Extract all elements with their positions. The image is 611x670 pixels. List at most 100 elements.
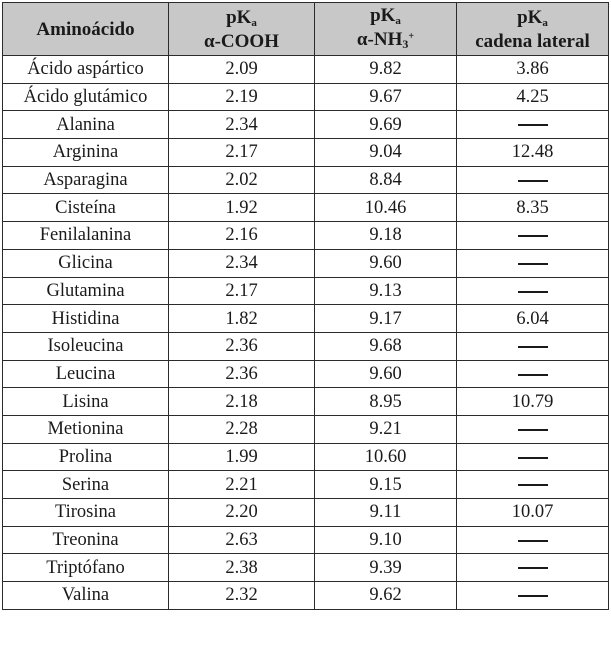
pka-side-chain-cell (456, 276, 609, 306)
no-value-dash (517, 179, 548, 182)
pka-cooh-cell: 2.16 (168, 221, 315, 250)
pka-side-chain-cell (456, 248, 609, 278)
table-row: Ácido glutámico 2.19 9.67 4.25 (2, 82, 609, 112)
pka-side-chain-cell: 10.07 (456, 498, 609, 527)
pka-side-chain-cell: 4.25 (456, 82, 609, 112)
amino-acid-name-cell: Glutamina (2, 276, 169, 306)
no-value-dash (517, 595, 548, 598)
header-pka-nh3-group-sup: + (408, 31, 415, 42)
pka-cooh-cell: 2.20 (168, 498, 315, 527)
amino-acid-name-cell: Isoleucina (2, 331, 169, 361)
table-row: Prolina 1.99 10.60 (2, 442, 609, 472)
amino-acid-name-cell: Lisina (2, 387, 169, 416)
pka-cooh-cell: 2.21 (168, 470, 315, 499)
pka-cooh-cell: 2.38 (168, 553, 315, 583)
table-row: Tirosina 2.20 9.11 10.07 (2, 498, 609, 527)
pka-side-chain-cell: 10.79 (456, 387, 609, 416)
pka-nh3-cell: 9.68 (314, 331, 457, 361)
amino-acid-name-cell: Prolina (2, 442, 169, 472)
pka-side-chain-cell (456, 525, 609, 555)
amino-acid-name-cell: Treonina (2, 525, 169, 555)
amino-acid-name-cell: Asparagina (2, 165, 169, 195)
pka-side-chain-cell (456, 553, 609, 583)
header-pka-side-sub: a (542, 16, 548, 29)
table-row: Treonina 2.63 9.10 (2, 525, 609, 555)
table-row: Asparagina 2.02 8.84 (2, 165, 609, 195)
amino-acid-name-cell: Glicina (2, 248, 169, 278)
pka-cooh-cell: 2.28 (168, 414, 315, 444)
header-pka-cooh: pKa α-COOH (168, 2, 315, 56)
header-pka-cooh-group: α-COOH (204, 30, 279, 52)
pka-nh3-cell: 9.82 (314, 55, 457, 84)
pka-side-chain-cell (456, 470, 609, 499)
no-value-dash (517, 235, 548, 238)
amino-acid-name-cell: Serina (2, 470, 169, 499)
table-row: Fenilalanina 2.16 9.18 (2, 221, 609, 250)
no-value-dash (517, 567, 548, 570)
amino-acid-name-cell: Cisteína (2, 193, 169, 223)
pka-cooh-cell: 2.32 (168, 581, 315, 610)
no-value-dash (517, 262, 548, 265)
pka-nh3-cell: 9.39 (314, 553, 457, 583)
table-row: Alanina 2.34 9.69 (2, 110, 609, 140)
amino-acid-pka-table: Aminoácido pKa α-COOH pKa α-NH3+ pKa cad… (2, 2, 609, 610)
pka-side-chain-cell (456, 331, 609, 361)
pka-cooh-cell: 2.09 (168, 55, 315, 84)
pka-cooh-cell: 2.02 (168, 165, 315, 195)
header-pka-nh3-group: α-NH (356, 29, 403, 50)
pka-cooh-cell: 1.99 (168, 442, 315, 472)
no-value-dash (517, 124, 548, 127)
pka-side-chain-cell (456, 165, 609, 195)
header-amino-acid: Aminoácido (2, 2, 169, 56)
no-value-dash (517, 290, 548, 293)
pka-side-chain-cell (456, 221, 609, 250)
pka-cooh-cell: 2.36 (168, 331, 315, 361)
pka-nh3-cell: 9.60 (314, 248, 457, 278)
pka-nh3-cell: 9.69 (314, 110, 457, 140)
amino-acid-name-cell: Leucina (2, 359, 169, 389)
pka-nh3-cell: 9.62 (314, 581, 457, 610)
no-value-dash (517, 456, 548, 459)
header-pka-cooh-pk: pK (226, 6, 252, 28)
table-row: Glicina 2.34 9.60 (2, 248, 609, 278)
header-pka-nh3-pk: pK (370, 5, 396, 26)
pka-side-chain-cell: 8.35 (456, 193, 609, 223)
pka-cooh-cell: 2.19 (168, 82, 315, 112)
pka-side-chain-cell (456, 414, 609, 444)
table-body: Ácido aspártico 2.09 9.82 3.86 Ácido glutámi… (2, 55, 609, 610)
table-row: Triptófano 2.38 9.39 (2, 553, 609, 583)
table-row: Isoleucina 2.36 9.68 (2, 331, 609, 361)
pka-side-chain-cell: 3.86 (456, 55, 609, 84)
pka-table-container: Aminoácido pKa α-COOH pKa α-NH3+ pKa cad… (2, 2, 609, 610)
header-pka-cooh-sub: a (251, 16, 257, 29)
pka-side-chain-cell (456, 442, 609, 472)
amino-acid-name-cell: Arginina (2, 138, 169, 167)
no-value-dash (517, 373, 548, 376)
amino-acid-name-cell: Tirosina (2, 498, 169, 527)
pka-nh3-cell: 8.84 (314, 165, 457, 195)
pka-cooh-cell: 2.17 (168, 276, 315, 306)
table-header: Aminoácido pKa α-COOH pKa α-NH3+ pKa cad… (2, 2, 609, 56)
header-pka-nh3-sub: a (395, 15, 401, 27)
amino-acid-name-cell: Ácido glutámico (2, 82, 169, 112)
table-row: Histidina 1.82 9.17 6.04 (2, 304, 609, 333)
header-pka-side-pk: pK (517, 6, 543, 28)
no-value-dash (517, 484, 548, 487)
header-pka-nh3-group-sub: 3 (402, 37, 409, 51)
amino-acid-name-cell: Histidina (2, 304, 169, 333)
table-row: Glutamina 2.17 9.13 (2, 276, 609, 306)
pka-nh3-cell: 10.60 (314, 442, 457, 472)
table-row: Arginina 2.17 9.04 12.48 (2, 138, 609, 167)
amino-acid-name-cell: Alanina (2, 110, 169, 140)
pka-nh3-cell: 9.13 (314, 276, 457, 306)
pka-cooh-cell: 2.63 (168, 525, 315, 555)
pka-side-chain-cell: 6.04 (456, 304, 609, 333)
pka-nh3-cell: 9.67 (314, 82, 457, 112)
pka-cooh-cell: 1.82 (168, 304, 315, 333)
pka-nh3-cell: 9.17 (314, 304, 457, 333)
table-row: Serina 2.21 9.15 (2, 470, 609, 499)
pka-nh3-cell: 9.11 (314, 498, 457, 527)
pka-nh3-cell: 9.04 (314, 138, 457, 167)
no-value-dash (517, 539, 548, 542)
table-row: Ácido aspártico 2.09 9.82 3.86 (2, 55, 609, 84)
